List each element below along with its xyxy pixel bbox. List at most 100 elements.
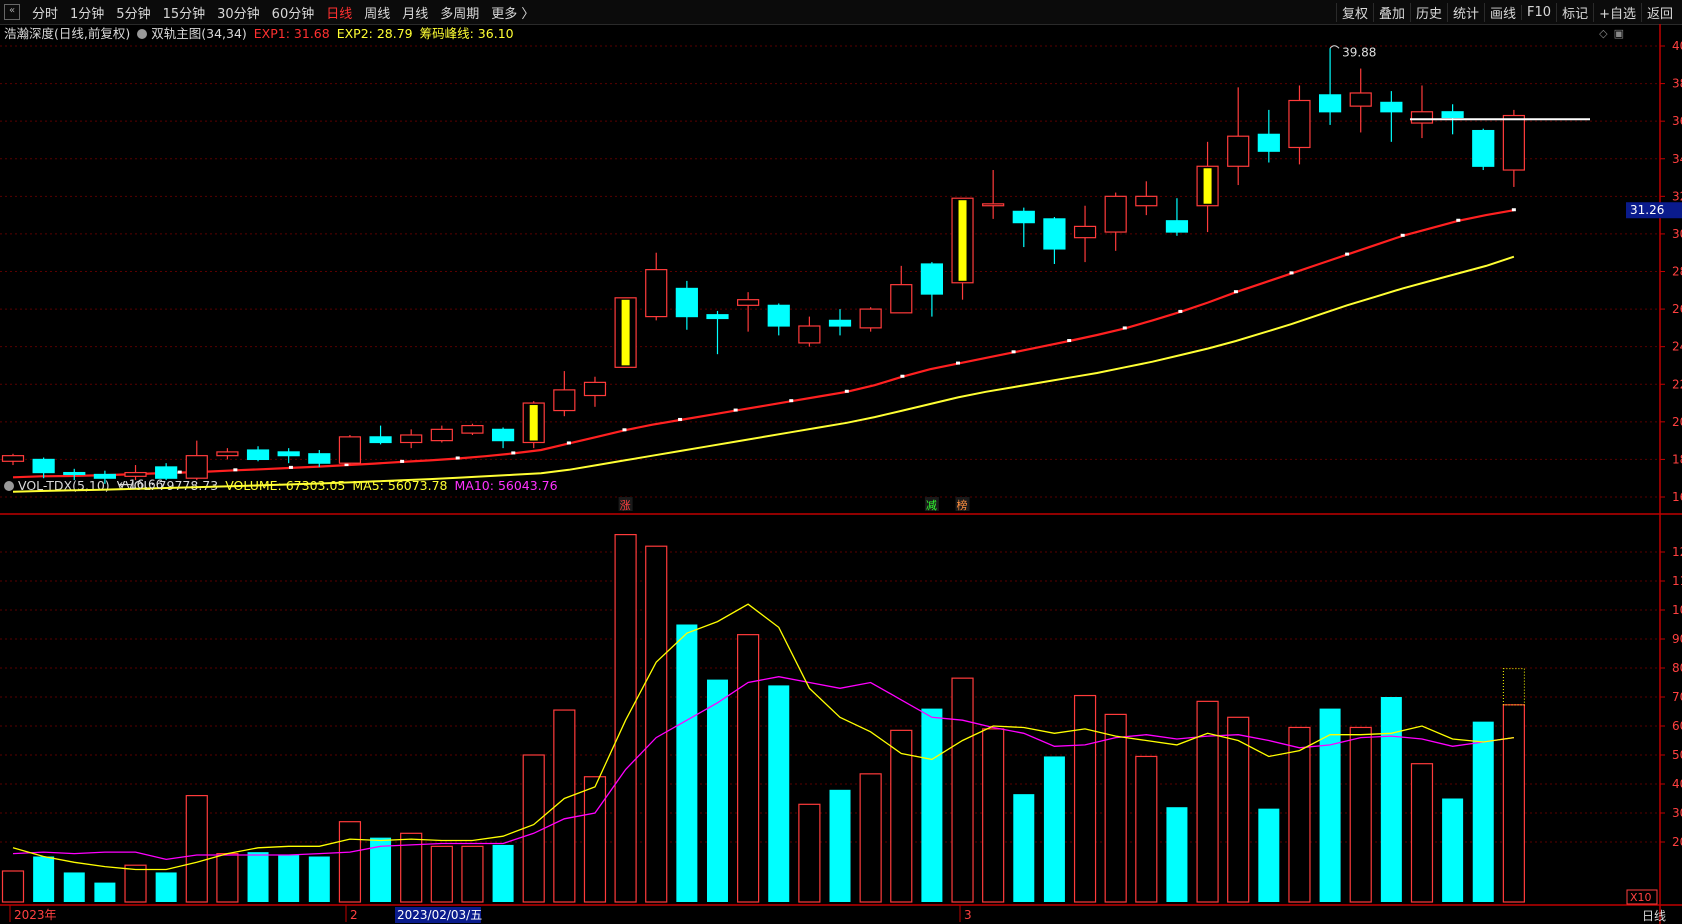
period-tab[interactable]: 多周期: [440, 6, 480, 22]
stock-title[interactable]: 浩瀚深度(日线,前复权): [4, 26, 131, 41]
candle-body: [859, 308, 882, 329]
period-tab[interactable]: 月线: [402, 6, 429, 22]
volume-bar: [1013, 794, 1035, 902]
candle-body: [1165, 220, 1189, 233]
period-tab[interactable]: 60分钟: [271, 6, 315, 22]
settings-dot-icon[interactable]: [137, 29, 148, 39]
event-marker: 榜: [957, 498, 968, 512]
candle-body: [1073, 225, 1097, 239]
volume-unit-box: [1626, 889, 1658, 905]
cursor-date-bg: [395, 907, 481, 923]
candle-body: [63, 471, 86, 476]
volume-tick-label: 7000: [1672, 690, 1682, 704]
period-tab[interactable]: 1分钟: [70, 6, 105, 22]
candle-body: [491, 428, 515, 442]
volume-tick-label: 6000: [1672, 719, 1682, 733]
exp1-dot: [1178, 309, 1183, 313]
period-tab[interactable]: 5分钟: [116, 6, 151, 22]
tool-button[interactable]: F10: [1521, 4, 1556, 20]
tool-button[interactable]: 历史: [1409, 2, 1447, 22]
volume-tick-label: 5000: [1672, 748, 1682, 762]
candle-body: [124, 471, 147, 477]
candle-body: [1472, 129, 1495, 167]
volume-bar: [94, 882, 116, 902]
candle-body: [32, 458, 55, 474]
volume-tick-label: 3000: [1672, 806, 1682, 820]
candle-body: [828, 319, 852, 327]
volume-bar: [890, 729, 913, 903]
exp1-dot: [1400, 233, 1405, 237]
indicator-name[interactable]: 双轨主图(34,34): [151, 26, 247, 41]
price-tick-label: 38.00: [1672, 77, 1682, 91]
exp1-dot: [1456, 218, 1461, 222]
window-icon[interactable]: ▣: [1613, 27, 1624, 40]
tool-button[interactable]: +自选: [1593, 2, 1641, 22]
exp1-dot: [1122, 326, 1127, 330]
event-marker: 减: [926, 499, 937, 512]
period-tab[interactable]: 更多 〉: [491, 6, 535, 22]
volume-bar: [1410, 763, 1434, 903]
volume-bar: [492, 844, 514, 902]
volume-bar: [829, 789, 851, 902]
candle-body: [890, 284, 913, 314]
tool-button[interactable]: 返回: [1640, 2, 1678, 22]
volume-bar: [1043, 756, 1065, 902]
price-indicator-header: 浩瀚深度(日线,前复权) 双轨主图(34,34) EXP1: 31.68 EXP…: [4, 25, 521, 43]
candle-body: [1043, 218, 1066, 250]
price-tick-label: 40.00: [1672, 39, 1682, 53]
volume-bar: [1073, 694, 1097, 903]
candle-body: [430, 428, 453, 442]
candle-body: [1257, 133, 1280, 152]
date-label: 2: [350, 908, 358, 922]
tool-button[interactable]: 统计: [1447, 2, 1484, 22]
period-tab[interactable]: 日线: [326, 6, 353, 22]
chip-peak-value: 筹码峰线: 36.10: [419, 26, 514, 41]
volume-bar: [921, 708, 943, 902]
volume-bar: [982, 728, 1005, 903]
volume-bar: [706, 679, 728, 902]
period-tab[interactable]: 分时: [32, 6, 59, 22]
tool-button[interactable]: 叠加: [1372, 2, 1410, 22]
exp1-dot: [511, 451, 516, 455]
collapse-icon[interactable]: «: [4, 4, 20, 20]
price-tick-label: 24.00: [1672, 340, 1682, 354]
candle-body: [308, 453, 331, 464]
candle-body: [1410, 111, 1434, 124]
exp1-dot: [622, 428, 627, 432]
candle-body: [798, 325, 821, 344]
exp1-dot: [1067, 339, 1072, 343]
ma10-value: MA10: 56043.76: [454, 478, 558, 493]
date-label: 2023/02/03/五: [397, 908, 482, 922]
candle-body: [369, 436, 392, 444]
ma10-line: [12, 676, 1514, 861]
diamond-icon[interactable]: ◇: [1599, 27, 1608, 40]
period-tab[interactable]: 周线: [364, 6, 391, 22]
volume-bar: [768, 685, 790, 902]
panel-corner-icons: ◇ ▣: [1599, 27, 1624, 40]
volume-bar: [951, 677, 974, 903]
event-marker-bg: [955, 497, 970, 511]
candle-highlight: [958, 200, 967, 281]
current-price-tag: 31.26: [1630, 203, 1664, 217]
event-marker-bg: [618, 497, 633, 511]
volume-tick-label: 11000: [1672, 574, 1682, 588]
exp1-dot: [233, 468, 238, 472]
period-tab[interactable]: 30分钟: [217, 6, 260, 22]
tool-button[interactable]: 标记: [1556, 2, 1593, 22]
candle-body: [737, 299, 760, 306]
exp1-dot: [177, 470, 182, 474]
candle-body: [155, 466, 178, 479]
tool-button[interactable]: 复权: [1335, 2, 1373, 22]
volume-tick-label: 12000: [1672, 545, 1682, 559]
volume-bar: [338, 821, 362, 903]
volume-bar: [798, 803, 821, 903]
period-tab[interactable]: 15分钟: [162, 6, 206, 22]
settings-dot-icon[interactable]: [4, 481, 14, 491]
tool-button[interactable]: 画线: [1484, 2, 1521, 22]
candle-body: [246, 449, 270, 461]
exp1-value: EXP1: 31.68: [253, 26, 330, 41]
candle-body: [1318, 94, 1342, 113]
candle-body: [982, 203, 1005, 207]
price-tick-label: 28.00: [1672, 265, 1682, 279]
